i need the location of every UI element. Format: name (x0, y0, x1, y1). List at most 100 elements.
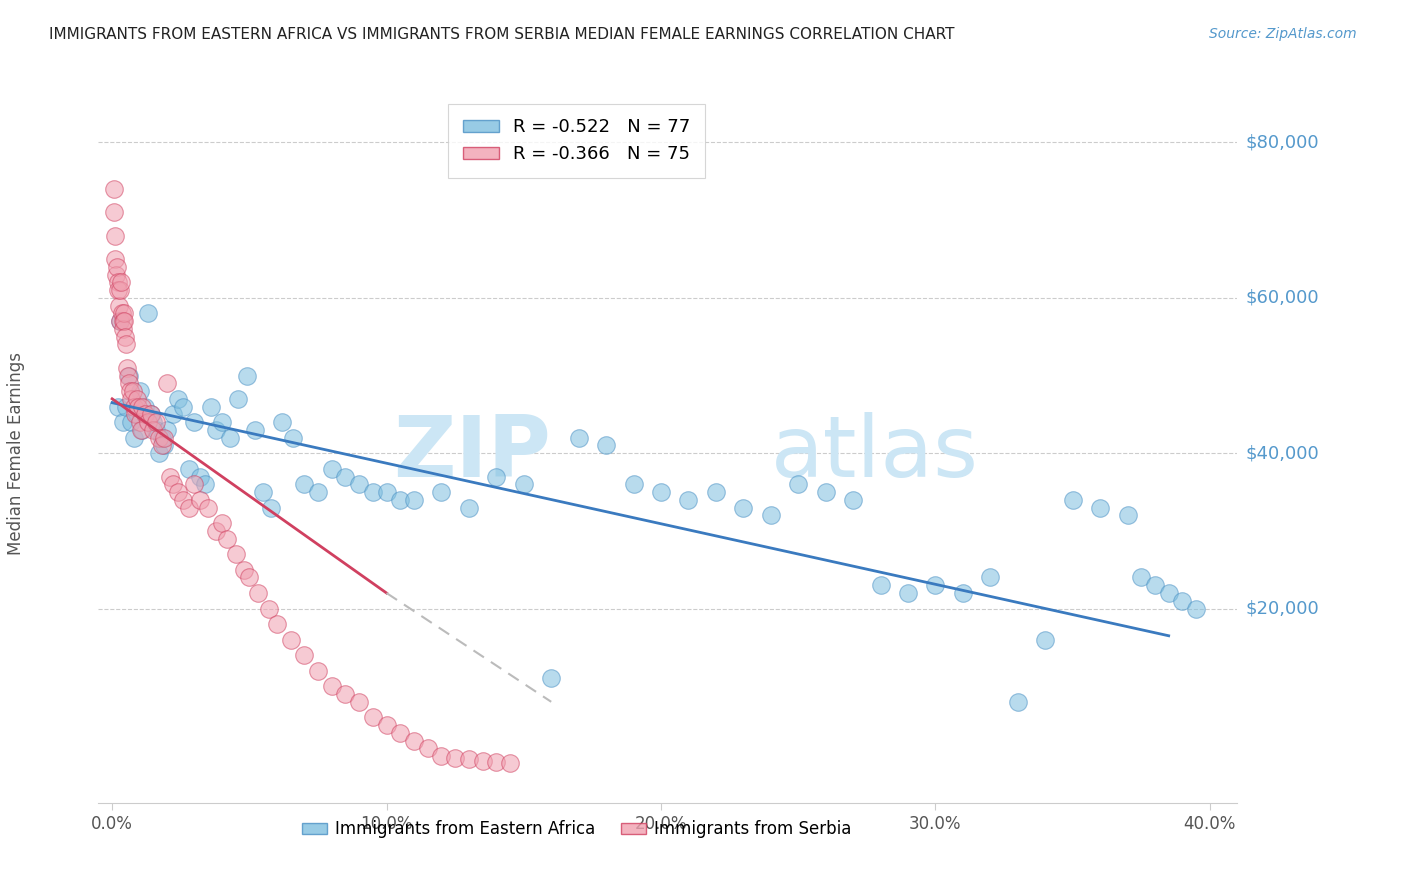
Point (1116, 508, 1139, 523)
Point (471, 754, 494, 768)
Text: $40,000: $40,000 (1246, 444, 1319, 462)
Point (105, 268, 128, 282)
Point (266, 617, 288, 632)
Point (347, 477, 370, 491)
Point (129, 423, 152, 437)
Point (121, 384, 143, 398)
Point (1033, 632, 1056, 647)
Point (107, 283, 129, 297)
Point (402, 733, 425, 747)
Point (112, 415, 135, 429)
Point (897, 586, 920, 600)
Point (1062, 492, 1084, 507)
Point (869, 578, 891, 592)
Point (228, 392, 250, 406)
Point (127, 400, 149, 414)
Point (111, 314, 134, 328)
Point (110, 283, 132, 297)
Point (211, 415, 233, 429)
Point (131, 400, 153, 414)
Point (1143, 578, 1166, 592)
Text: Median Female Earnings: Median Female Earnings (7, 351, 25, 555)
Point (1185, 601, 1208, 615)
Point (540, 672, 562, 686)
Point (416, 741, 439, 756)
Point (375, 485, 398, 500)
Point (650, 485, 672, 500)
Point (283, 431, 305, 445)
Point (335, 469, 357, 483)
Point (257, 601, 280, 615)
Point (347, 695, 370, 709)
Point (814, 485, 837, 500)
Point (485, 756, 508, 770)
Point (457, 752, 479, 766)
Point (252, 485, 274, 500)
Point (246, 586, 269, 600)
Text: $20,000: $20,000 (1246, 599, 1319, 617)
Point (145, 415, 167, 429)
Point (120, 415, 142, 429)
Point (842, 492, 865, 507)
Point (134, 408, 156, 422)
Point (173, 492, 195, 507)
Point (177, 500, 200, 515)
Point (389, 726, 412, 740)
Point (335, 687, 357, 701)
Point (111, 306, 134, 320)
Legend: Immigrants from Eastern Africa, Immigrants from Serbia: Immigrants from Eastern Africa, Immigran… (295, 814, 858, 845)
Point (122, 431, 145, 445)
Text: ZIP: ZIP (394, 412, 551, 495)
Point (110, 314, 132, 328)
Point (1157, 586, 1180, 600)
Point (107, 400, 129, 414)
Point (117, 368, 139, 383)
Point (361, 485, 384, 500)
Point (114, 314, 136, 328)
Point (139, 408, 162, 422)
Point (167, 485, 190, 500)
Point (134, 400, 156, 414)
Point (125, 408, 148, 422)
Point (183, 415, 205, 429)
Point (430, 749, 453, 764)
Point (145, 423, 167, 437)
Point (979, 570, 1001, 584)
Point (110, 275, 132, 289)
Point (307, 664, 329, 678)
Point (389, 492, 412, 507)
Point (1171, 594, 1194, 608)
Point (131, 423, 153, 437)
Point (444, 750, 467, 764)
Point (217, 532, 239, 546)
Point (321, 461, 343, 475)
Point (759, 508, 782, 523)
Point (280, 632, 302, 647)
Point (375, 718, 398, 732)
Point (924, 578, 946, 592)
Point (142, 423, 165, 437)
Point (513, 477, 536, 491)
Point (136, 306, 159, 320)
Point (623, 477, 645, 491)
Point (194, 477, 217, 491)
Point (156, 376, 179, 391)
Point (105, 260, 128, 274)
Point (361, 710, 384, 724)
Point (430, 485, 453, 500)
Point (499, 756, 522, 771)
Point (118, 384, 141, 398)
Point (108, 299, 131, 313)
Point (108, 314, 131, 328)
Point (156, 423, 179, 437)
Point (148, 431, 170, 445)
Point (115, 360, 138, 375)
Point (139, 408, 162, 422)
Point (159, 469, 181, 483)
Point (787, 477, 810, 491)
Point (117, 368, 139, 383)
Point (167, 392, 190, 406)
Point (1130, 570, 1153, 584)
Point (271, 415, 294, 429)
Point (243, 423, 266, 437)
